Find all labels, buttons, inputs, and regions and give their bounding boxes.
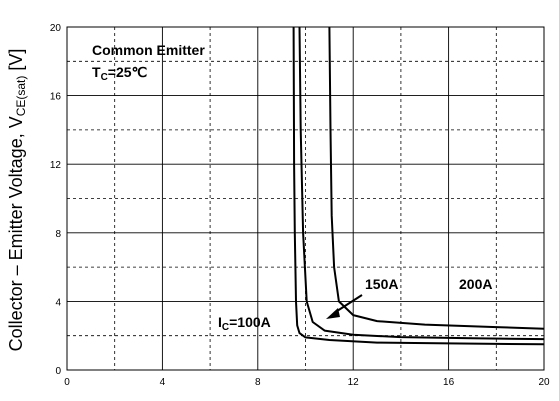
series-label-100a-main: I — [218, 314, 222, 330]
series-label-100a-sub: C — [222, 322, 229, 333]
arrow-150a-line — [333, 294, 363, 314]
arrow-150a-head — [326, 308, 340, 319]
series-labels: IC=100A 150A 200A — [218, 276, 492, 333]
x-tick-label: 8 — [255, 377, 261, 388]
y-tick-label: 20 — [50, 23, 62, 34]
x-tick-label: 20 — [538, 377, 550, 388]
y-tick-label: 8 — [55, 229, 61, 240]
series-line-0 — [292, 26, 545, 346]
y-axis-label: Collector – Emitter Voltage, VCE(sat) [V… — [6, 49, 28, 352]
x-tick-label: 12 — [348, 377, 360, 388]
series-label-200a: 200A — [459, 276, 492, 292]
y-axis-label-sub: CE(sat) — [14, 76, 28, 117]
annotation-line-1: Common Emitter — [92, 42, 205, 58]
series-line-1 — [298, 26, 545, 341]
x-tick-label: 4 — [160, 377, 166, 388]
series-label-100a: IC=100A — [218, 314, 271, 333]
y-axis-label-unit: [V] — [6, 49, 26, 76]
annotation-box: Common Emitter TC=25℃ — [92, 42, 205, 83]
annotation-tc-main: T — [92, 64, 101, 80]
series-label-100a-rest: =100A — [229, 314, 271, 330]
tick-labels: 0 4 8 12 16 20 0 4 8 12 16 20 — [50, 23, 550, 388]
y-tick-label: 0 — [55, 366, 61, 377]
y-axis-label-main: Collector – Emitter Voltage, V — [6, 116, 26, 351]
plot-frame — [66, 26, 545, 371]
y-tick-label: 12 — [50, 160, 62, 171]
x-tick-label: 16 — [443, 377, 455, 388]
grid — [67, 27, 544, 370]
x-tick-label: 0 — [64, 377, 70, 388]
y-tick-label: 16 — [50, 92, 62, 103]
annotation-tc-sub: C — [101, 72, 108, 83]
y-tick-label: 4 — [55, 297, 61, 308]
series-lines — [292, 26, 545, 346]
annotation-tc-rest: =25℃ — [108, 64, 148, 80]
annotation-line-2: TC=25℃ — [92, 64, 148, 83]
series-line-2 — [328, 26, 545, 330]
series-label-150a: 150A — [365, 276, 398, 292]
